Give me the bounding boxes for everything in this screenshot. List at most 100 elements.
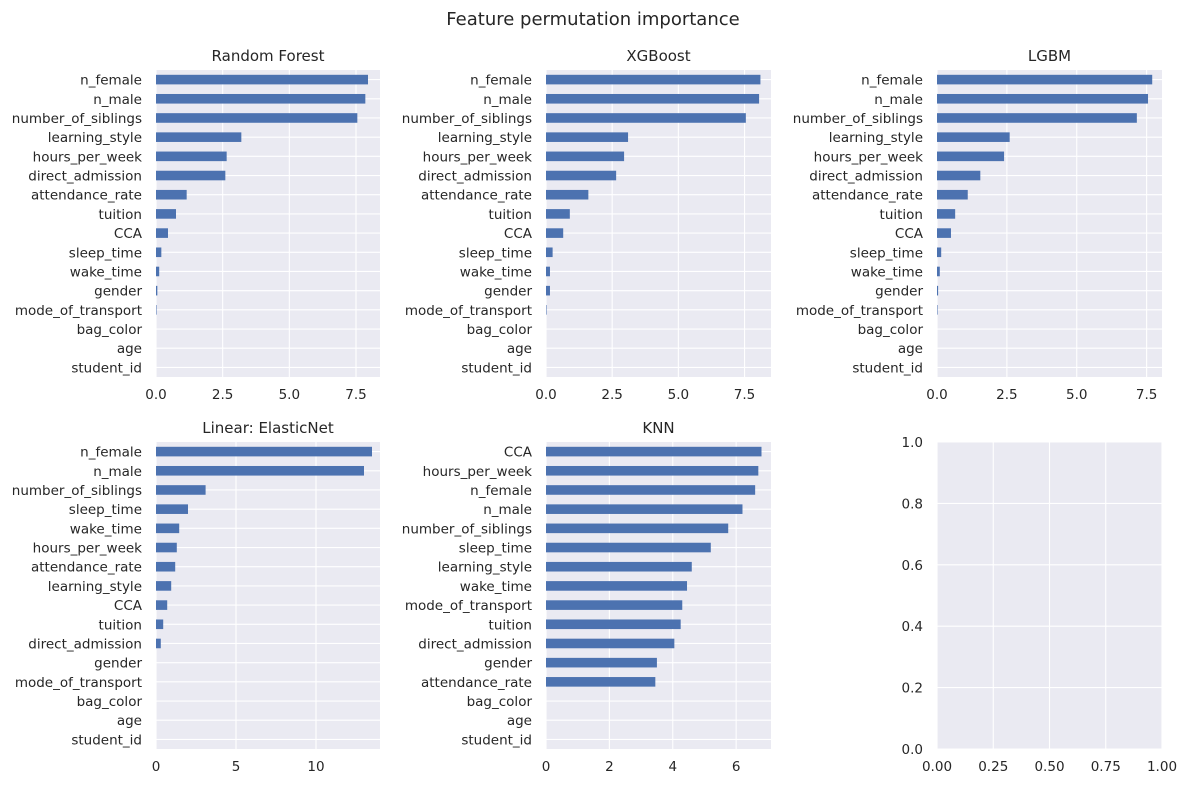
y-tick-label: gender: [484, 656, 532, 672]
y-tick-label: n_male: [93, 92, 142, 108]
y-tick-label: 0.0: [902, 742, 923, 758]
y-tick-label: CCA: [895, 226, 924, 242]
x-tick-label: 5.0: [279, 387, 300, 403]
y-tick-label: n_female: [470, 73, 532, 89]
y-tick-label: age: [117, 341, 142, 357]
subplot-2: 0.0 2.5 5.0 7.5 n_female n_male number_of_sibl…: [402, 47, 771, 403]
y-tick-label: 0.4: [902, 619, 923, 635]
bar-tuition: [546, 619, 681, 630]
bar-wake-time: [546, 581, 688, 591]
y-tick-label: 1.0: [902, 435, 923, 451]
x-tick-label: 1.00: [1147, 759, 1177, 775]
x-tick-label: 7.5: [734, 387, 755, 403]
x-tick-label: 2.5: [601, 387, 622, 403]
x-tick-label: 6: [732, 759, 741, 775]
bar-mode-of-transport: [937, 305, 938, 315]
y-tick-label: CCA: [504, 226, 533, 242]
x-tick-label: 5.0: [1066, 387, 1087, 403]
y-tick-label: learning_style: [438, 130, 532, 146]
y-tick-label: CCA: [114, 598, 143, 614]
y-tick-label: mode_of_transport: [405, 598, 532, 614]
bar-direct-admission: [937, 170, 981, 181]
x-tick-label: 0.00: [922, 759, 952, 775]
bar-mode-of-transport: [546, 305, 547, 315]
y-tick-label: hours_per_week: [33, 149, 143, 165]
subplot-title: Random Forest: [212, 47, 325, 65]
y-tick-label: age: [507, 713, 532, 729]
bar-direct-admission: [156, 170, 226, 181]
bar-mode-of-transport: [156, 305, 157, 315]
bar-direct-admission: [546, 638, 675, 649]
y-tick-label: tuition: [99, 207, 142, 223]
x-tick-label: 10: [307, 759, 324, 775]
y-tick-label: wake_time: [460, 264, 532, 280]
y-tick-label: direct_admission: [418, 636, 532, 652]
y-tick-label: student_id: [461, 360, 532, 376]
bar-cca: [156, 228, 168, 238]
y-tick-label: sleep_time: [69, 245, 142, 261]
y-tick-label: CCA: [504, 445, 533, 461]
bar-gender: [546, 657, 657, 668]
y-tick-label: mode_of_transport: [405, 303, 532, 319]
bar-n-male: [546, 504, 743, 514]
y-tick-label: sleep_time: [850, 245, 923, 261]
bar-n-female: [156, 74, 368, 85]
y-tick-label: hours_per_week: [423, 149, 533, 165]
bar-n-female: [156, 446, 372, 457]
x-tick-label: 4: [668, 759, 677, 775]
bar-n-female: [546, 74, 761, 85]
bar-number-of-siblings: [156, 113, 358, 123]
y-tick-label: n_female: [80, 445, 142, 461]
bar-tuition: [937, 209, 956, 219]
bar-direct-admission: [546, 170, 617, 181]
y-tick-label: mode_of_transport: [796, 303, 923, 319]
y-tick-label: 0.2: [902, 681, 923, 697]
y-tick-label: gender: [94, 284, 142, 300]
x-tick-label: 0.0: [926, 387, 947, 403]
y-tick-label: n_female: [470, 483, 532, 499]
bar-gender: [156, 285, 158, 296]
y-tick-label: number_of_siblings: [402, 521, 532, 537]
bar-attendance-rate: [156, 189, 187, 200]
x-tick-label: 0.0: [145, 387, 166, 403]
x-tick-label: 0.50: [1034, 759, 1064, 775]
y-tick-label: n_female: [80, 73, 142, 89]
bar-cca: [546, 228, 564, 238]
y-tick-label: mode_of_transport: [15, 303, 142, 319]
y-tick-label: learning_style: [829, 130, 923, 146]
y-tick-label: bag_color: [467, 322, 533, 338]
bar-sleep-time: [937, 247, 942, 258]
bar-n-male: [156, 465, 364, 476]
x-tick-label: 0.25: [978, 759, 1008, 775]
subplot-6: 0.00 0.25 0.50 0.75 1.00 0.0 0.2 0.4 0.6 0.8 1.0: [902, 435, 1178, 775]
y-tick-label: direct_admission: [418, 169, 532, 185]
y-tick-label: age: [507, 341, 532, 357]
bar-learning-style: [156, 132, 242, 142]
bar-attendance-rate: [156, 561, 176, 572]
y-tick-label: wake_time: [70, 264, 142, 280]
y-tick-label: 0.6: [902, 558, 923, 574]
y-tick-label: number_of_siblings: [402, 111, 532, 127]
y-tick-label: wake_time: [851, 264, 923, 280]
y-tick-label: learning_style: [438, 560, 532, 576]
subplot-5: 0 2 4 6 CCA hours_per_week n_female n_malenumbe…: [402, 419, 771, 775]
subplot-1: 0.0 2.5 5.0 7.5 n_female n_male number_of_sibl…: [12, 47, 380, 403]
y-tick-label: attendance_rate: [421, 675, 532, 691]
y-tick-label: bag_color: [467, 694, 533, 710]
y-tick-label: attendance_rate: [31, 560, 142, 576]
bar-n-male: [546, 93, 760, 104]
y-tick-label: bag_color: [858, 322, 924, 338]
y-tick-label: learning_style: [48, 579, 142, 595]
y-tick-label: learning_style: [48, 130, 142, 146]
y-tick-label: attendance_rate: [421, 188, 532, 204]
x-tick-label: 7.5: [1136, 387, 1157, 403]
y-tick-label: gender: [875, 284, 923, 300]
bar-hours-per-week: [546, 465, 759, 476]
x-tick-label: 2.5: [996, 387, 1017, 403]
y-tick-label: n_male: [483, 92, 532, 108]
y-tick-label: number_of_siblings: [12, 111, 142, 127]
y-tick-label: gender: [94, 656, 142, 672]
bar-sleep-time: [156, 247, 162, 258]
bar-n-female: [546, 485, 756, 495]
